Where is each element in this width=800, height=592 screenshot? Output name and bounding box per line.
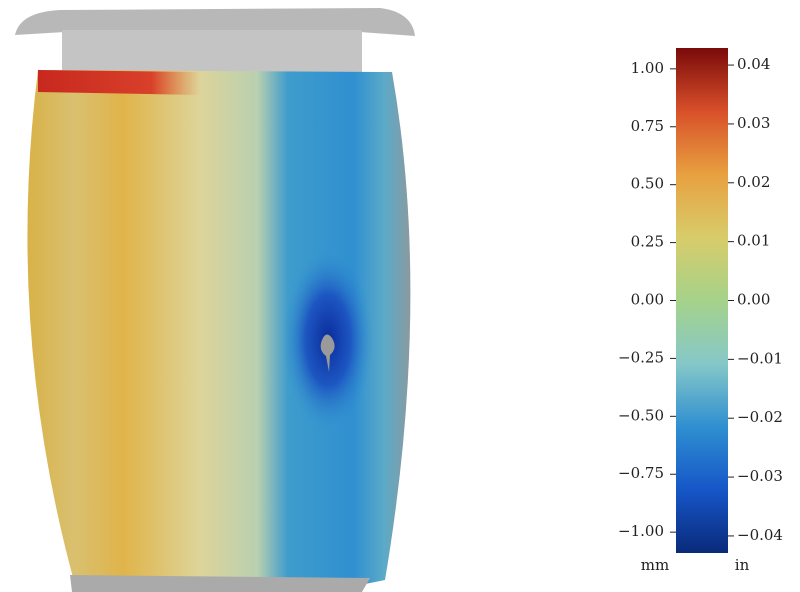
right-tick-label: 0.04 [737, 55, 770, 73]
left-tick-label: −0.25 [618, 348, 664, 366]
right-unit: in [735, 556, 750, 574]
left-tick-label: −1.00 [618, 522, 664, 540]
barrel-render [15, 8, 415, 592]
right-tick-label: −0.02 [737, 408, 783, 426]
left-tick-label: −0.50 [618, 406, 664, 424]
left-tick-label: 0.25 [631, 233, 664, 251]
left-tick-label: 1.00 [631, 59, 664, 77]
left-tick-label: 0.50 [631, 175, 664, 193]
right-tick-label: −0.01 [737, 349, 783, 367]
right-tick-label: 0.03 [737, 114, 770, 132]
right-tick-label: −0.04 [737, 526, 783, 544]
left-unit: mm [641, 556, 669, 574]
left-tick-label: 0.00 [631, 291, 664, 309]
left-tick-label: 0.75 [631, 117, 664, 135]
right-tick-label: 0.01 [737, 232, 770, 250]
right-tick-label: 0.00 [737, 291, 770, 309]
right-tick-label: −0.03 [737, 467, 783, 485]
colorbar [676, 48, 728, 553]
left-tick-label: −0.75 [618, 464, 664, 482]
right-tick-label: 0.02 [737, 173, 770, 191]
